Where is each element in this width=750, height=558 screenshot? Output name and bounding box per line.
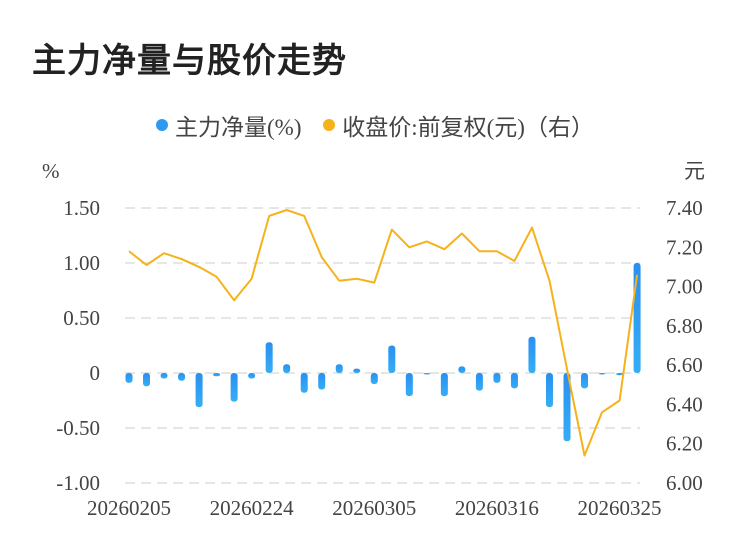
bar xyxy=(616,373,624,376)
legend-item-net-flow[interactable]: 主力净量(%) xyxy=(156,108,302,142)
right-tick-label: 6.00 xyxy=(666,471,703,495)
x-tick-label: 20260325 xyxy=(578,496,662,520)
left-tick-label: -1.00 xyxy=(56,471,100,495)
x-tick-label: 20260305 xyxy=(332,496,416,520)
x-tick-label: 20260205 xyxy=(87,496,171,520)
bar xyxy=(510,373,518,389)
bar xyxy=(318,373,326,390)
bar xyxy=(458,366,466,373)
left-axis-unit: % xyxy=(42,159,60,183)
bar xyxy=(528,336,536,373)
bar xyxy=(563,373,571,442)
right-axis-unit: 元 xyxy=(684,159,705,183)
bar xyxy=(493,373,501,383)
legend-marker-bar xyxy=(156,119,169,131)
legend: 主力净量(%) 收盘价:前复权(元)（右） xyxy=(0,108,750,142)
price-line xyxy=(128,209,639,457)
bar xyxy=(283,364,291,373)
bar xyxy=(353,368,361,373)
bar xyxy=(545,373,553,408)
bar xyxy=(475,373,483,391)
bar xyxy=(265,342,273,373)
x-tick-label: 20260316 xyxy=(455,496,539,520)
bar xyxy=(300,373,308,393)
right-tick-label: 7.20 xyxy=(666,235,703,259)
right-tick-label: 6.80 xyxy=(666,314,703,338)
bar xyxy=(160,373,168,379)
left-tick-label: 0 xyxy=(90,361,101,385)
right-tick-label: 7.00 xyxy=(666,275,703,299)
bar xyxy=(388,345,396,373)
bar xyxy=(581,373,589,389)
bar xyxy=(143,373,151,387)
right-tick-label: 7.40 xyxy=(666,196,703,220)
right-tick-label: 6.60 xyxy=(666,353,703,377)
bar xyxy=(335,364,343,373)
bar xyxy=(598,373,606,375)
left-tick-label: -0.50 xyxy=(56,416,100,440)
bar xyxy=(248,373,256,379)
left-tick-label: 1.50 xyxy=(63,196,100,220)
legend-label: 收盘价:前复权(元)（右） xyxy=(342,115,594,140)
bar xyxy=(405,373,413,397)
legend-item-close-price[interactable]: 收盘价:前复权(元)（右） xyxy=(323,108,594,142)
right-tick-label: 6.20 xyxy=(666,432,703,456)
bar xyxy=(370,373,378,384)
legend-label: 主力净量(%) xyxy=(175,115,302,140)
bar xyxy=(440,373,448,397)
bar xyxy=(195,373,203,408)
x-tick-label: 20260224 xyxy=(210,496,295,520)
chart-title: 主力净量与股价走势 xyxy=(32,41,347,81)
bar xyxy=(178,373,186,381)
left-tick-label: 0.50 xyxy=(63,306,100,330)
left-tick-label: 1.00 xyxy=(63,251,100,275)
bar xyxy=(213,373,221,377)
legend-marker-line xyxy=(323,119,336,131)
bar xyxy=(423,373,431,375)
right-tick-label: 6.40 xyxy=(666,392,703,416)
bar xyxy=(230,373,238,402)
bar xyxy=(125,373,133,383)
